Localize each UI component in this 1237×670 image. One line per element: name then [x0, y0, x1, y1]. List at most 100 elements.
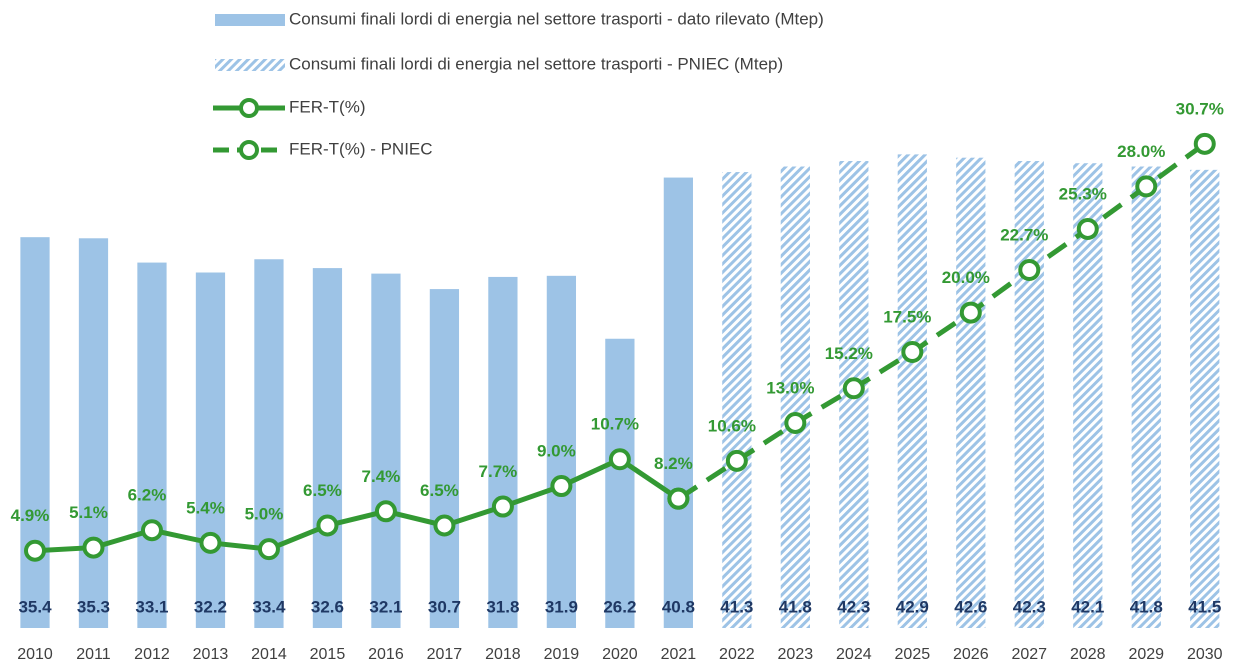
- line-value-label: 8.2%: [654, 454, 693, 473]
- x-tick-label: 2015: [310, 646, 346, 663]
- line-marker: [1135, 175, 1158, 198]
- bar: [488, 276, 518, 628]
- x-tick-label: 2012: [134, 646, 170, 663]
- x-tick-label: 2021: [661, 646, 697, 663]
- legend-label: FER-T(%): [289, 97, 365, 116]
- line-marker: [199, 531, 222, 554]
- line-marker: [1076, 217, 1099, 240]
- bar-value-label: 33.4: [252, 597, 286, 616]
- legend-label: FER-T(%) - PNIEC: [289, 139, 433, 158]
- x-tick-label: 2014: [251, 646, 287, 663]
- line-marker: [1018, 258, 1041, 281]
- legend-swatch: [215, 14, 285, 26]
- bar: [429, 289, 460, 628]
- line-value-label: 10.6%: [708, 416, 756, 435]
- line-marker: [82, 536, 105, 559]
- bar: [78, 238, 109, 628]
- bar: [1190, 169, 1220, 628]
- line-value-label: 6.5%: [420, 481, 459, 500]
- x-tick-label: 2026: [953, 646, 989, 663]
- bar: [780, 166, 810, 628]
- line-value-label: 15.2%: [825, 344, 873, 363]
- x-tick-label: 2013: [193, 646, 229, 663]
- bar: [20, 237, 50, 628]
- line-marker: [140, 519, 163, 542]
- line-marker: [491, 495, 514, 518]
- bar-value-label: 42.6: [954, 597, 987, 616]
- bar: [722, 172, 752, 628]
- x-tick-label: 2011: [76, 646, 111, 663]
- bar: [195, 272, 226, 628]
- bar-value-label: 33.1: [135, 597, 168, 616]
- x-tick-label: 2018: [485, 646, 521, 663]
- line-value-label: 9.0%: [537, 442, 576, 461]
- line-marker: [959, 301, 982, 324]
- bar-value-label: 40.8: [662, 597, 695, 616]
- bar: [605, 338, 635, 628]
- x-tick-label: 2024: [836, 646, 872, 663]
- bar: [897, 154, 927, 628]
- line-value-label: 13.0%: [766, 378, 814, 397]
- bar-value-label: 26.2: [603, 597, 636, 616]
- bar: [137, 262, 167, 628]
- line-marker: [667, 487, 690, 510]
- line-marker: [901, 341, 924, 363]
- bar: [956, 157, 986, 629]
- x-tick-label: 2022: [719, 646, 755, 663]
- x-tick-label: 2016: [368, 646, 404, 663]
- line-marker: [842, 377, 865, 400]
- line-value-label: 28.0%: [1117, 142, 1165, 161]
- line: [34, 456, 680, 554]
- line-marker: [784, 411, 807, 434]
- x-tick-label: 2029: [1128, 646, 1164, 663]
- bar-value-label: 32.1: [369, 597, 402, 616]
- line-value-label: 25.3%: [1059, 184, 1107, 203]
- bar: [1131, 166, 1161, 628]
- bar: [1014, 161, 1044, 628]
- x-tick-label: 2010: [17, 646, 53, 663]
- legend-label: Consumi finali lordi di energia nel sett…: [289, 54, 783, 73]
- line-marker: [374, 500, 397, 523]
- line-value-label: 5.4%: [186, 498, 225, 517]
- bar-value-label: 31.8: [486, 597, 519, 616]
- line-value-label: 6.5%: [303, 481, 342, 500]
- line-marker: [725, 449, 748, 472]
- bar-value-label: 42.1: [1071, 597, 1104, 616]
- line-marker: [433, 514, 456, 537]
- bar-value-label: 41.8: [779, 597, 812, 616]
- line-marker: [316, 514, 339, 537]
- bar-value-label: 42.9: [896, 597, 929, 616]
- bar-value-label: 30.7: [428, 597, 461, 616]
- line-value-label: 22.7%: [1000, 225, 1048, 244]
- line-marker: [1193, 132, 1216, 155]
- x-tick-label: 2020: [602, 646, 638, 663]
- bar: [546, 275, 577, 628]
- line-value-label: 10.7%: [591, 415, 639, 434]
- line-value-label: 7.4%: [362, 467, 401, 486]
- x-tick-label: 2017: [427, 646, 463, 663]
- bar: [371, 273, 401, 628]
- bar: [312, 268, 343, 628]
- line-value-label: 5.1%: [69, 503, 108, 522]
- legend-label: Consumi finali lordi di energia nel sett…: [289, 9, 824, 28]
- bar: [254, 259, 284, 628]
- bar-value-label: 41.8: [1130, 597, 1163, 616]
- line-marker: [608, 448, 631, 471]
- x-tick-label: 2023: [778, 646, 814, 663]
- line-value-label: 30.7%: [1176, 99, 1224, 118]
- bar-value-label: 32.6: [311, 597, 344, 616]
- line-marker: [257, 538, 280, 561]
- line-marker: [23, 539, 46, 562]
- line-value-label: 20.0%: [942, 268, 990, 287]
- bar-value-label: 42.3: [837, 597, 870, 616]
- x-tick-label: 2030: [1187, 646, 1223, 663]
- legend-marker: [239, 140, 259, 160]
- bar: [1073, 163, 1103, 628]
- x-tick-label: 2028: [1070, 646, 1106, 663]
- line: [677, 141, 1207, 501]
- line-value-label: 7.7%: [479, 462, 518, 481]
- bar-value-label: 35.4: [18, 597, 52, 616]
- bar-value-label: 35.3: [77, 597, 110, 616]
- line-value-label: 6.2%: [128, 486, 167, 505]
- bar-value-label: 31.9: [545, 597, 578, 616]
